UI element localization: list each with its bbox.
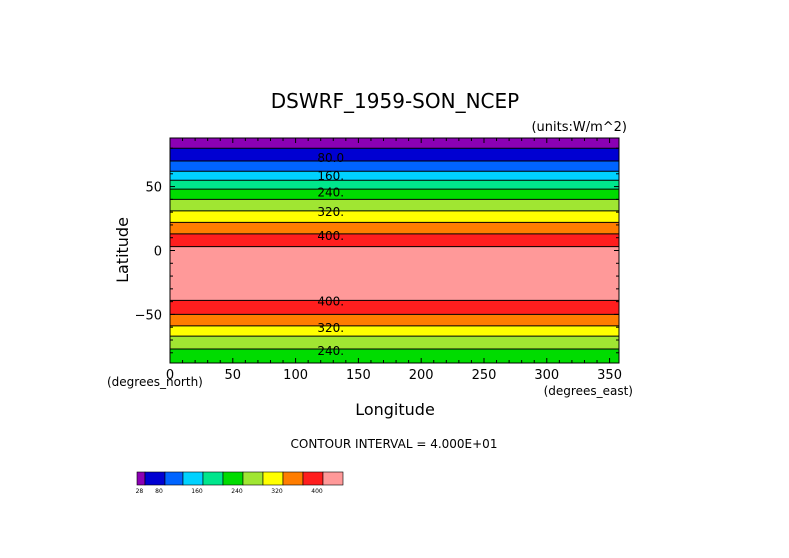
colorbar-label: 80: [155, 488, 163, 495]
heatmap-band: [170, 189, 619, 200]
x-tick-label: 100: [283, 368, 308, 383]
contour-label: 320.: [317, 205, 344, 219]
colorbar-label: 320: [271, 488, 283, 495]
colorbar-swatch: [202, 471, 224, 486]
y-tick-label: −50: [135, 308, 162, 323]
heatmap-band: [170, 180, 619, 190]
x-tick-label: 150: [346, 368, 371, 383]
y-axis: 50 0 −50: [135, 147, 619, 354]
contour-lines: [170, 147, 619, 350]
colorbar-swatch: [136, 471, 146, 486]
x-axis: 0 50 100 150 200 250 300 350: [166, 138, 622, 383]
x-axis-label: Longitude: [355, 400, 435, 419]
heatmap-band: [170, 233, 619, 247]
colorbar-swatch: [302, 471, 324, 486]
heatmap-band: [170, 199, 619, 211]
colorbar: 28 80 160 240 320 400: [136, 471, 344, 495]
heatmap-band: [170, 171, 619, 181]
y-unit-label: (degrees_north): [107, 375, 203, 389]
colorbar-label: 240: [231, 488, 243, 495]
y-tick-label: 50: [145, 181, 162, 196]
x-unit-label: (degrees_east): [544, 384, 633, 398]
heatmap-bands: [170, 138, 619, 363]
colorbar-label: 400: [311, 488, 323, 495]
heatmap-band: [170, 336, 619, 349]
heatmap-band: [170, 246, 619, 301]
colorbar-label: 160: [191, 488, 203, 495]
heatmap-band: [170, 222, 619, 234]
x-tick-label: 250: [472, 368, 497, 383]
colorbar-swatch: [182, 471, 204, 486]
heatmap-band: [170, 148, 619, 162]
colorbar-swatch: [242, 471, 264, 486]
contour-label: 160.: [317, 169, 344, 183]
heatmap-band: [170, 138, 619, 149]
units-label: (units:W/m^2): [531, 120, 627, 135]
colorbar-swatch: [164, 471, 184, 486]
x-tick-label: 200: [409, 368, 434, 383]
contour-label: 320.: [317, 321, 344, 335]
colorbar-swatch: [262, 471, 284, 486]
colorbar-swatch: [144, 471, 166, 486]
y-axis-label: Latitude: [113, 217, 132, 283]
contour-label: 400.: [317, 294, 344, 308]
contour-interval-text: CONTOUR INTERVAL = 4.000E+01: [291, 437, 498, 451]
colorbar-swatch: [282, 471, 304, 486]
contour-label: 240.: [317, 344, 344, 358]
y-tick-label: 0: [154, 245, 162, 260]
heatmap-band: [170, 325, 619, 337]
contour-labels: 80.0 160. 240. 320. 400. 400. 320. 240.: [317, 151, 344, 358]
heatmap-band: [170, 314, 619, 326]
contour-label: 80.0: [317, 151, 344, 165]
chart-title: DSWRF_1959-SON_NCEP: [271, 89, 519, 113]
x-tick-label: 50: [225, 368, 242, 383]
heatmap-band: [170, 300, 619, 315]
contour-label: 240.: [317, 186, 344, 200]
contour-label: 400.: [317, 229, 344, 243]
x-tick-label: 300: [534, 368, 559, 383]
heatmap-band: [170, 210, 619, 223]
colorbar-swatch: [222, 471, 244, 486]
x-tick-label: 350: [597, 368, 622, 383]
x-tick-label: 0: [166, 368, 174, 383]
heatmap-band: [170, 348, 619, 363]
colorbar-label: 28: [136, 488, 144, 495]
heatmap-band: [170, 161, 619, 172]
colorbar-swatch: [322, 471, 344, 486]
